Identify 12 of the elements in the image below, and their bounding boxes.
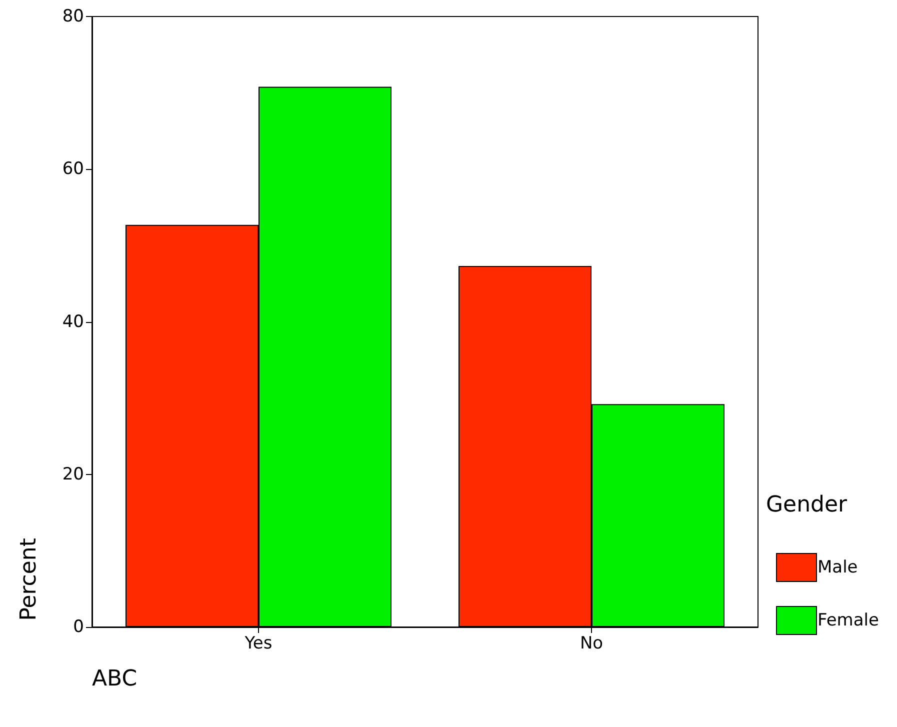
y-axis-title: Percent	[16, 538, 42, 621]
x-axis-title: ABC	[92, 666, 138, 692]
x-tick-label: No	[580, 634, 604, 654]
y-tick-label: 40	[62, 312, 84, 332]
y-tick-label: 60	[62, 159, 84, 180]
x-tick-label: Yes	[244, 634, 272, 654]
y-tick-label: 20	[62, 464, 84, 484]
legend-label: Male	[818, 558, 858, 578]
y-tick-label: 0	[73, 617, 84, 637]
y-tick-label: 80	[62, 6, 84, 26]
legend-title: Gender	[766, 492, 848, 518]
legend-label: Female	[818, 610, 879, 630]
